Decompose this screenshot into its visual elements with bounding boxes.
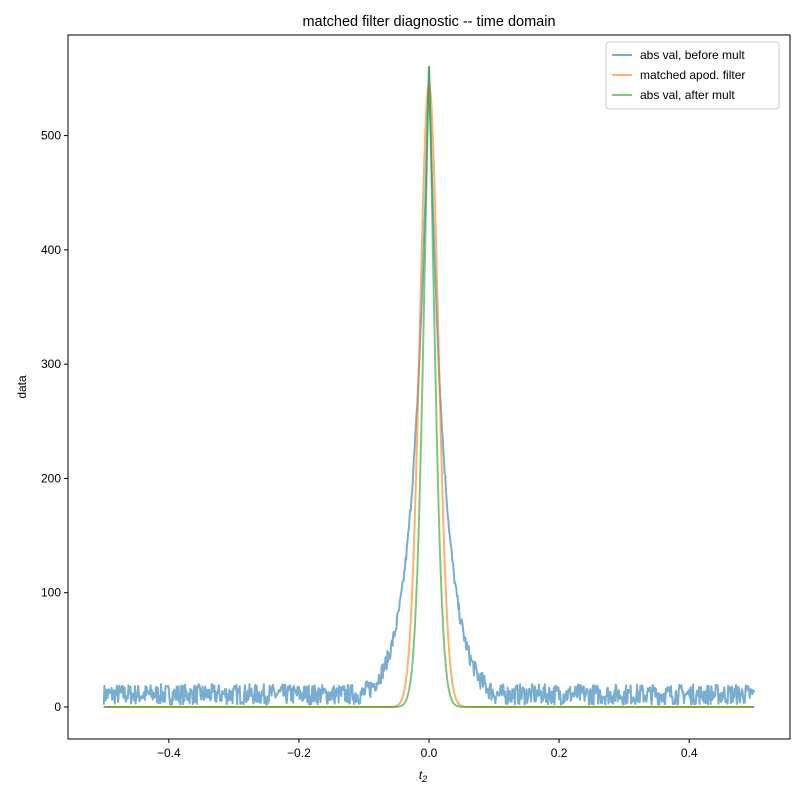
x-axis: −0.4 −0.2 0.0 0.2 0.4 [157, 739, 698, 760]
x-tick-label: 0.4 [681, 746, 698, 760]
y-tick-label: 300 [41, 357, 61, 371]
y-tick-label: 0 [54, 700, 61, 714]
y-tick-label: 400 [41, 243, 61, 257]
axes-frame [67, 34, 791, 740]
y-axis: 0 100 200 300 400 500 [41, 129, 68, 714]
x-tick-label: −0.4 [157, 746, 181, 760]
chart-title: matched filter diagnostic -- time domain [302, 14, 555, 30]
series-before-mult-line [102, 65, 756, 706]
legend-box [605, 41, 780, 110]
x-tick-label: 0.2 [551, 746, 568, 760]
x-tick-label: −0.2 [287, 746, 311, 760]
y-tick-label: 200 [41, 471, 61, 485]
legend-label: abs val, after mult [640, 88, 735, 102]
y-tick-label: 500 [41, 129, 61, 143]
y-axis-label: data [15, 375, 29, 399]
legend-label: matched apod. filter [640, 68, 745, 82]
series-apod-filter-line [103, 83, 755, 708]
plot-area [102, 65, 756, 708]
x-tick-label: 0.0 [421, 746, 438, 760]
y-tick-label: 100 [41, 586, 61, 600]
x-axis-label: t2 [419, 768, 427, 784]
legend: abs val, before mult matched apod. filter… [605, 41, 780, 110]
series-after-mult-line [103, 65, 755, 708]
legend-label: abs val, before mult [640, 48, 745, 62]
